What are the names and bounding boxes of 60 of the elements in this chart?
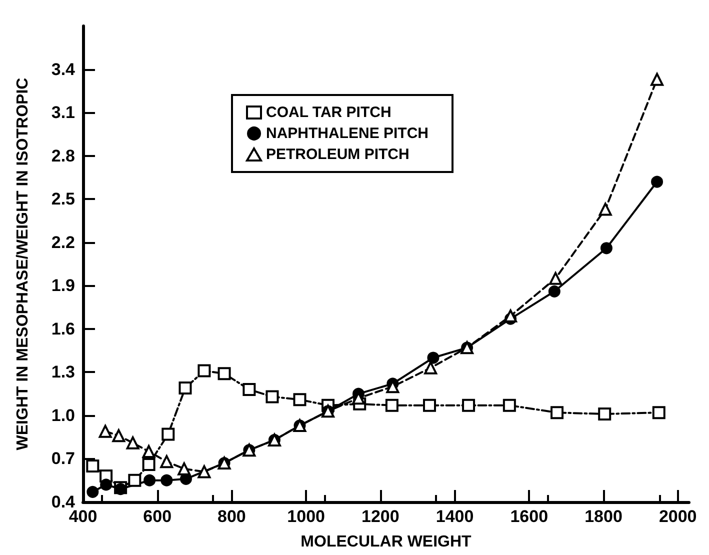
point [100, 478, 112, 491]
legend-label: PETROLEUM PITCH [266, 146, 410, 163]
x-tick-label: 1800 [584, 507, 622, 526]
legend-label: COAL TAR PITCH [266, 104, 392, 121]
point [598, 202, 612, 216]
point [198, 364, 211, 378]
point [112, 429, 126, 442]
point [142, 445, 156, 458]
point [98, 424, 112, 438]
x-axis-title: MOLECULAR WEIGHT [300, 534, 472, 550]
x-tick-label: 1400 [436, 507, 474, 526]
point [424, 361, 438, 374]
y-tick-label: 1.6 [51, 319, 75, 338]
x-tick-label: 800 [218, 507, 246, 526]
y-tick-label: 2.2 [51, 232, 75, 252]
point [128, 474, 142, 487]
point [160, 474, 173, 486]
point [242, 382, 256, 396]
point [218, 367, 231, 380]
point [598, 408, 612, 421]
point [504, 309, 518, 322]
y-tick-label: 2.8 [51, 146, 75, 166]
point [144, 474, 156, 486]
point [86, 459, 100, 472]
y-tick-label: 1.3 [51, 362, 75, 382]
point [423, 398, 436, 412]
x-tick-label: 2000 [658, 507, 697, 526]
point [178, 382, 192, 395]
point [502, 398, 516, 412]
point [86, 486, 99, 498]
point [462, 398, 476, 412]
x-tick-label: 600 [143, 507, 172, 526]
point [651, 176, 664, 188]
point [652, 406, 666, 420]
point [427, 352, 440, 364]
legend-label: NAPHTHALENE PITCH [266, 125, 429, 142]
x-tick-label: 1600 [510, 507, 548, 526]
point [160, 455, 174, 468]
y-tick-label: 1.0 [51, 406, 75, 425]
y-tick-label: 1.9 [51, 276, 75, 296]
point [549, 272, 562, 285]
y-axis-title: WEIGHT IN MESOPHASE/WEIGHT IN ISOTROPIC [14, 77, 32, 450]
x-tick-label: 1000 [287, 507, 325, 526]
point [266, 390, 279, 404]
y-tick-label: 3.1 [51, 103, 75, 122]
y-tick-label: 3.4 [51, 60, 76, 79]
point [550, 406, 564, 420]
point [126, 436, 140, 450]
y-tick-label: 0.7 [51, 449, 75, 468]
point [142, 458, 156, 471]
point [548, 285, 560, 298]
y-tick-label: 2.5 [51, 190, 75, 209]
point [198, 465, 211, 478]
point [385, 398, 398, 412]
point [178, 462, 191, 476]
x-tick-label: 1200 [362, 507, 400, 526]
point [600, 242, 612, 254]
point [162, 428, 175, 441]
point [293, 393, 306, 406]
point [650, 72, 664, 86]
